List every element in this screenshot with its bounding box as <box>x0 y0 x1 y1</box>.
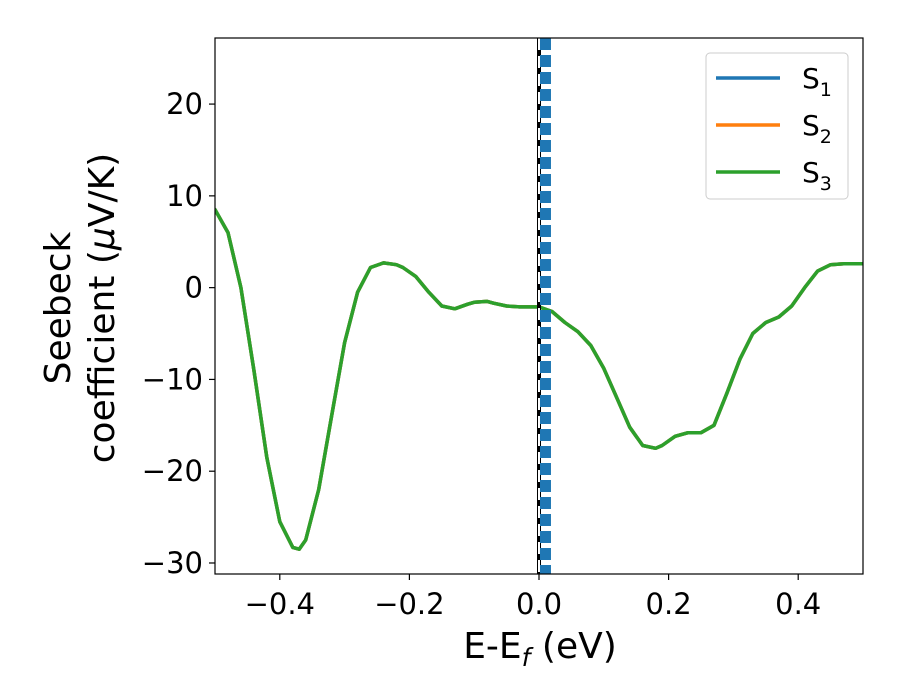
y-tick-label: −30 <box>142 546 203 580</box>
y-axis-ticks: −30 −20 −10 0 10 20 <box>142 87 215 580</box>
x-tick-label: −0.2 <box>374 587 444 621</box>
series-line-3 <box>215 207 863 551</box>
y-tick-label: 0 <box>185 271 203 305</box>
plot-area <box>214 37 864 575</box>
y-axis-label-suffix: V/K) <box>82 153 123 227</box>
y-axis-label-mu: μ <box>82 227 123 251</box>
x-axis-label-main: E-E <box>463 626 521 667</box>
x-axis-ticks: −0.4 −0.2 0.0 0.2 0.4 <box>245 574 821 621</box>
y-tick-label: 20 <box>166 87 203 121</box>
x-tick-label: −0.4 <box>245 587 315 621</box>
y-tick-label: 10 <box>166 179 203 213</box>
x-axis-label: E-Ef (eV) <box>463 626 617 672</box>
x-tick-label: 0.4 <box>775 587 821 621</box>
y-axis-label-line1: Seebeck <box>38 231 79 384</box>
x-axis-label-unit: (eV) <box>530 626 616 667</box>
y-axis-label-prefix: coefficient ( <box>82 250 123 463</box>
y-axis-label-line2: coefficient (μV/K) <box>82 153 123 463</box>
y-tick-label: −10 <box>142 362 203 396</box>
y-axis-label: Seebeck coefficient (μV/K) <box>38 153 123 463</box>
x-tick-label: 0.2 <box>646 587 692 621</box>
x-tick-label: 0.0 <box>516 587 562 621</box>
plot-data-group <box>215 38 863 574</box>
y-tick-label: −20 <box>142 454 203 488</box>
